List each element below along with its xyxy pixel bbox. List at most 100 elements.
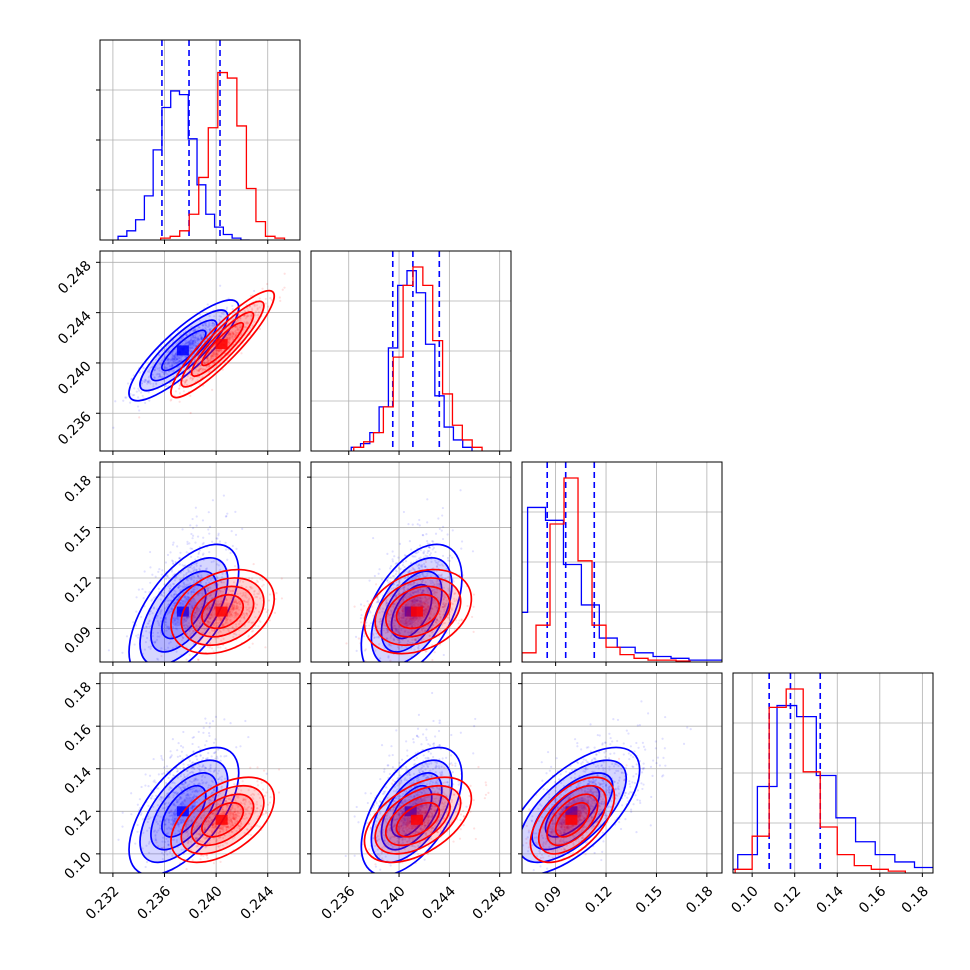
sample-point xyxy=(239,824,242,828)
sample-point xyxy=(420,601,423,604)
sample-point xyxy=(151,612,154,615)
sample-point xyxy=(411,566,414,570)
sample-point xyxy=(364,648,368,651)
sample-point xyxy=(373,574,376,578)
sample-point xyxy=(413,590,416,594)
sample-point xyxy=(235,614,238,617)
sample-point xyxy=(225,826,228,829)
sample-point xyxy=(208,621,211,624)
sample-point xyxy=(448,590,451,593)
sample-point xyxy=(252,562,255,566)
sample-point xyxy=(156,367,159,370)
sample-point xyxy=(230,805,234,809)
sample-point xyxy=(231,606,235,609)
sample-point xyxy=(392,605,395,609)
sample-point xyxy=(436,561,439,564)
sample-point xyxy=(212,811,215,814)
sample-point xyxy=(417,566,421,569)
sample-point xyxy=(157,622,160,625)
sample-point xyxy=(219,602,222,605)
sample-point xyxy=(205,324,208,327)
sample-point xyxy=(211,812,214,815)
sample-point xyxy=(121,651,124,654)
sample-point xyxy=(243,817,246,820)
sample-point xyxy=(217,646,220,649)
sample-point xyxy=(412,602,415,605)
sample-point xyxy=(189,566,192,569)
sample-point xyxy=(203,837,206,840)
sample-point xyxy=(178,556,181,559)
sample-point xyxy=(393,619,396,622)
sample-point xyxy=(220,785,224,788)
sample-point xyxy=(250,314,253,317)
sample-point xyxy=(421,592,424,595)
sample-point xyxy=(408,570,411,573)
sample-point xyxy=(431,540,435,543)
histogram-series-2 xyxy=(734,688,906,873)
sample-point xyxy=(207,589,210,592)
sample-point xyxy=(193,568,196,571)
sample-point xyxy=(206,620,209,623)
sample-point xyxy=(186,595,189,598)
sample-point xyxy=(184,626,187,630)
sample-point xyxy=(235,610,238,613)
sample-point xyxy=(190,761,194,764)
sample-point xyxy=(394,619,397,622)
sample-point xyxy=(419,621,422,624)
sample-point xyxy=(254,310,258,313)
sample-point xyxy=(236,794,240,798)
sample-point xyxy=(231,607,235,610)
sample-point xyxy=(239,326,242,329)
sample-point xyxy=(410,594,413,597)
sample-point xyxy=(434,559,437,562)
sample-point xyxy=(186,830,189,834)
sample-point xyxy=(435,565,439,568)
sample-point xyxy=(193,566,196,569)
sample-point xyxy=(228,336,231,339)
sample-point xyxy=(218,831,221,835)
sample-point xyxy=(185,333,188,337)
sample-point xyxy=(236,612,239,616)
sample-point xyxy=(420,604,423,607)
sample-point xyxy=(195,609,198,612)
sample-point xyxy=(219,836,222,839)
sample-point xyxy=(175,801,179,804)
sample-point xyxy=(196,555,199,559)
sample-point xyxy=(212,362,215,365)
sample-point xyxy=(267,803,270,806)
sample-point xyxy=(421,578,424,582)
sample-point xyxy=(173,619,176,622)
sample-point xyxy=(445,602,448,605)
sample-point xyxy=(237,824,241,828)
sample-point xyxy=(171,604,174,607)
sample-point xyxy=(202,765,205,768)
sample-point xyxy=(283,272,286,275)
sample-point xyxy=(192,591,195,594)
sample-point xyxy=(388,622,391,626)
sample-point xyxy=(216,352,220,355)
sample-point xyxy=(194,558,197,561)
sample-point xyxy=(425,587,428,590)
sample-point xyxy=(192,588,195,591)
sample-point xyxy=(236,826,239,829)
sample-point xyxy=(216,803,220,806)
sample-point xyxy=(383,624,386,627)
sample-point xyxy=(228,809,232,813)
sample-point xyxy=(199,564,202,568)
sample-point xyxy=(192,569,196,572)
sample-point xyxy=(386,579,389,583)
sample-point xyxy=(214,715,218,719)
sample-point xyxy=(202,726,205,729)
sample-point xyxy=(230,590,233,593)
sample-point xyxy=(208,821,211,824)
sample-point xyxy=(368,579,371,582)
sample-point xyxy=(253,320,256,323)
sample-point xyxy=(248,597,251,600)
sample-point xyxy=(425,598,428,601)
sample-point xyxy=(208,842,211,845)
sample-point xyxy=(393,638,396,641)
sample-point xyxy=(419,619,423,622)
sample-point xyxy=(221,828,224,831)
